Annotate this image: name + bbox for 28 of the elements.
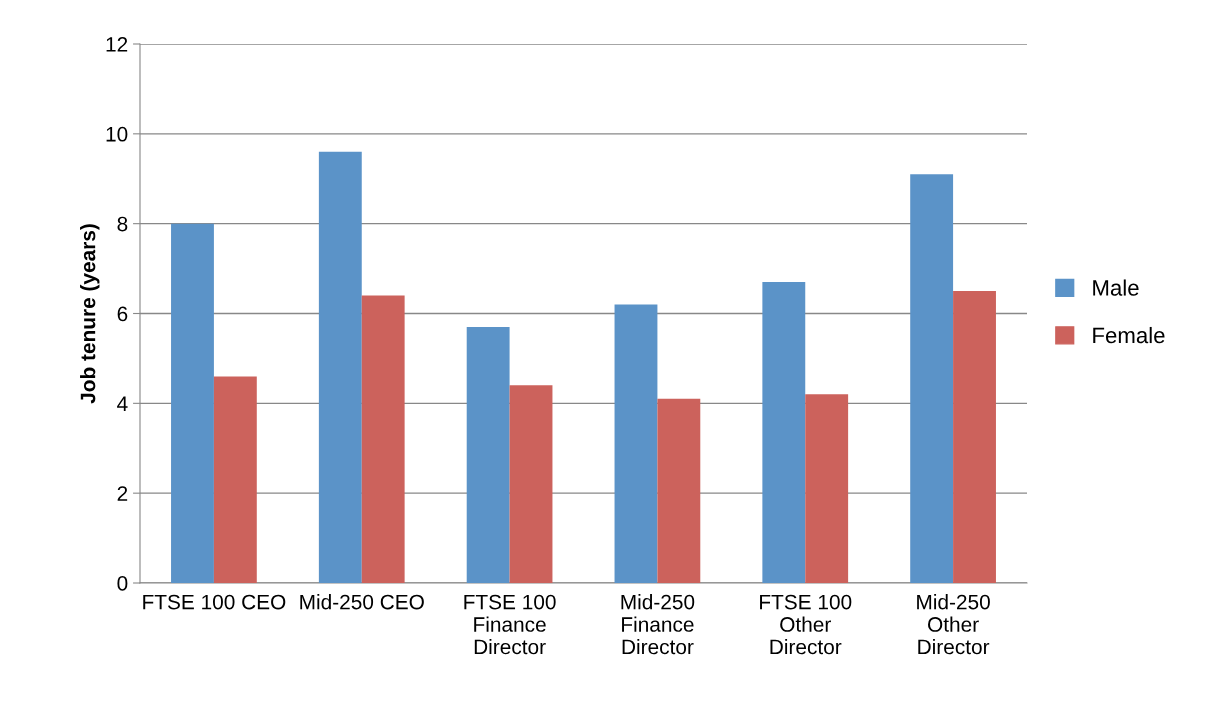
bar — [213, 376, 257, 583]
legend-label: Female — [1093, 326, 1165, 344]
x-tick-label: FTSE 100 Other Director — [760, 594, 852, 655]
x-tick-label: Mid-250 Finance Director — [621, 594, 695, 655]
bar — [614, 304, 658, 583]
y-axis-title: Job tenure (years) — [80, 224, 100, 404]
x-tick-label: Mid-250 CEO — [300, 594, 424, 610]
bar — [509, 385, 553, 583]
y-tick-label: 4 — [117, 396, 128, 411]
y-tick-label: 6 — [117, 306, 128, 322]
bar — [953, 291, 996, 583]
bar — [171, 223, 214, 583]
x-tick-label: Mid-250 Other Director — [917, 594, 990, 655]
bar — [762, 282, 806, 583]
y-tick-label: 8 — [117, 216, 128, 232]
bar — [318, 151, 362, 583]
y-tick-label: 0 — [117, 576, 128, 591]
y-tick-label: 10 — [106, 126, 128, 142]
bar — [466, 326, 510, 583]
legend-label: Male — [1093, 279, 1139, 296]
bar — [361, 295, 405, 583]
x-tick-label: FTSE 100 Finance Director — [464, 594, 556, 655]
bar — [657, 398, 701, 583]
x-tick-label: FTSE 100 CEO — [143, 594, 286, 610]
y-tick-label: 2 — [117, 486, 128, 501]
y-tick-label: 12 — [106, 37, 128, 52]
bar — [910, 174, 954, 583]
bar — [805, 394, 849, 583]
